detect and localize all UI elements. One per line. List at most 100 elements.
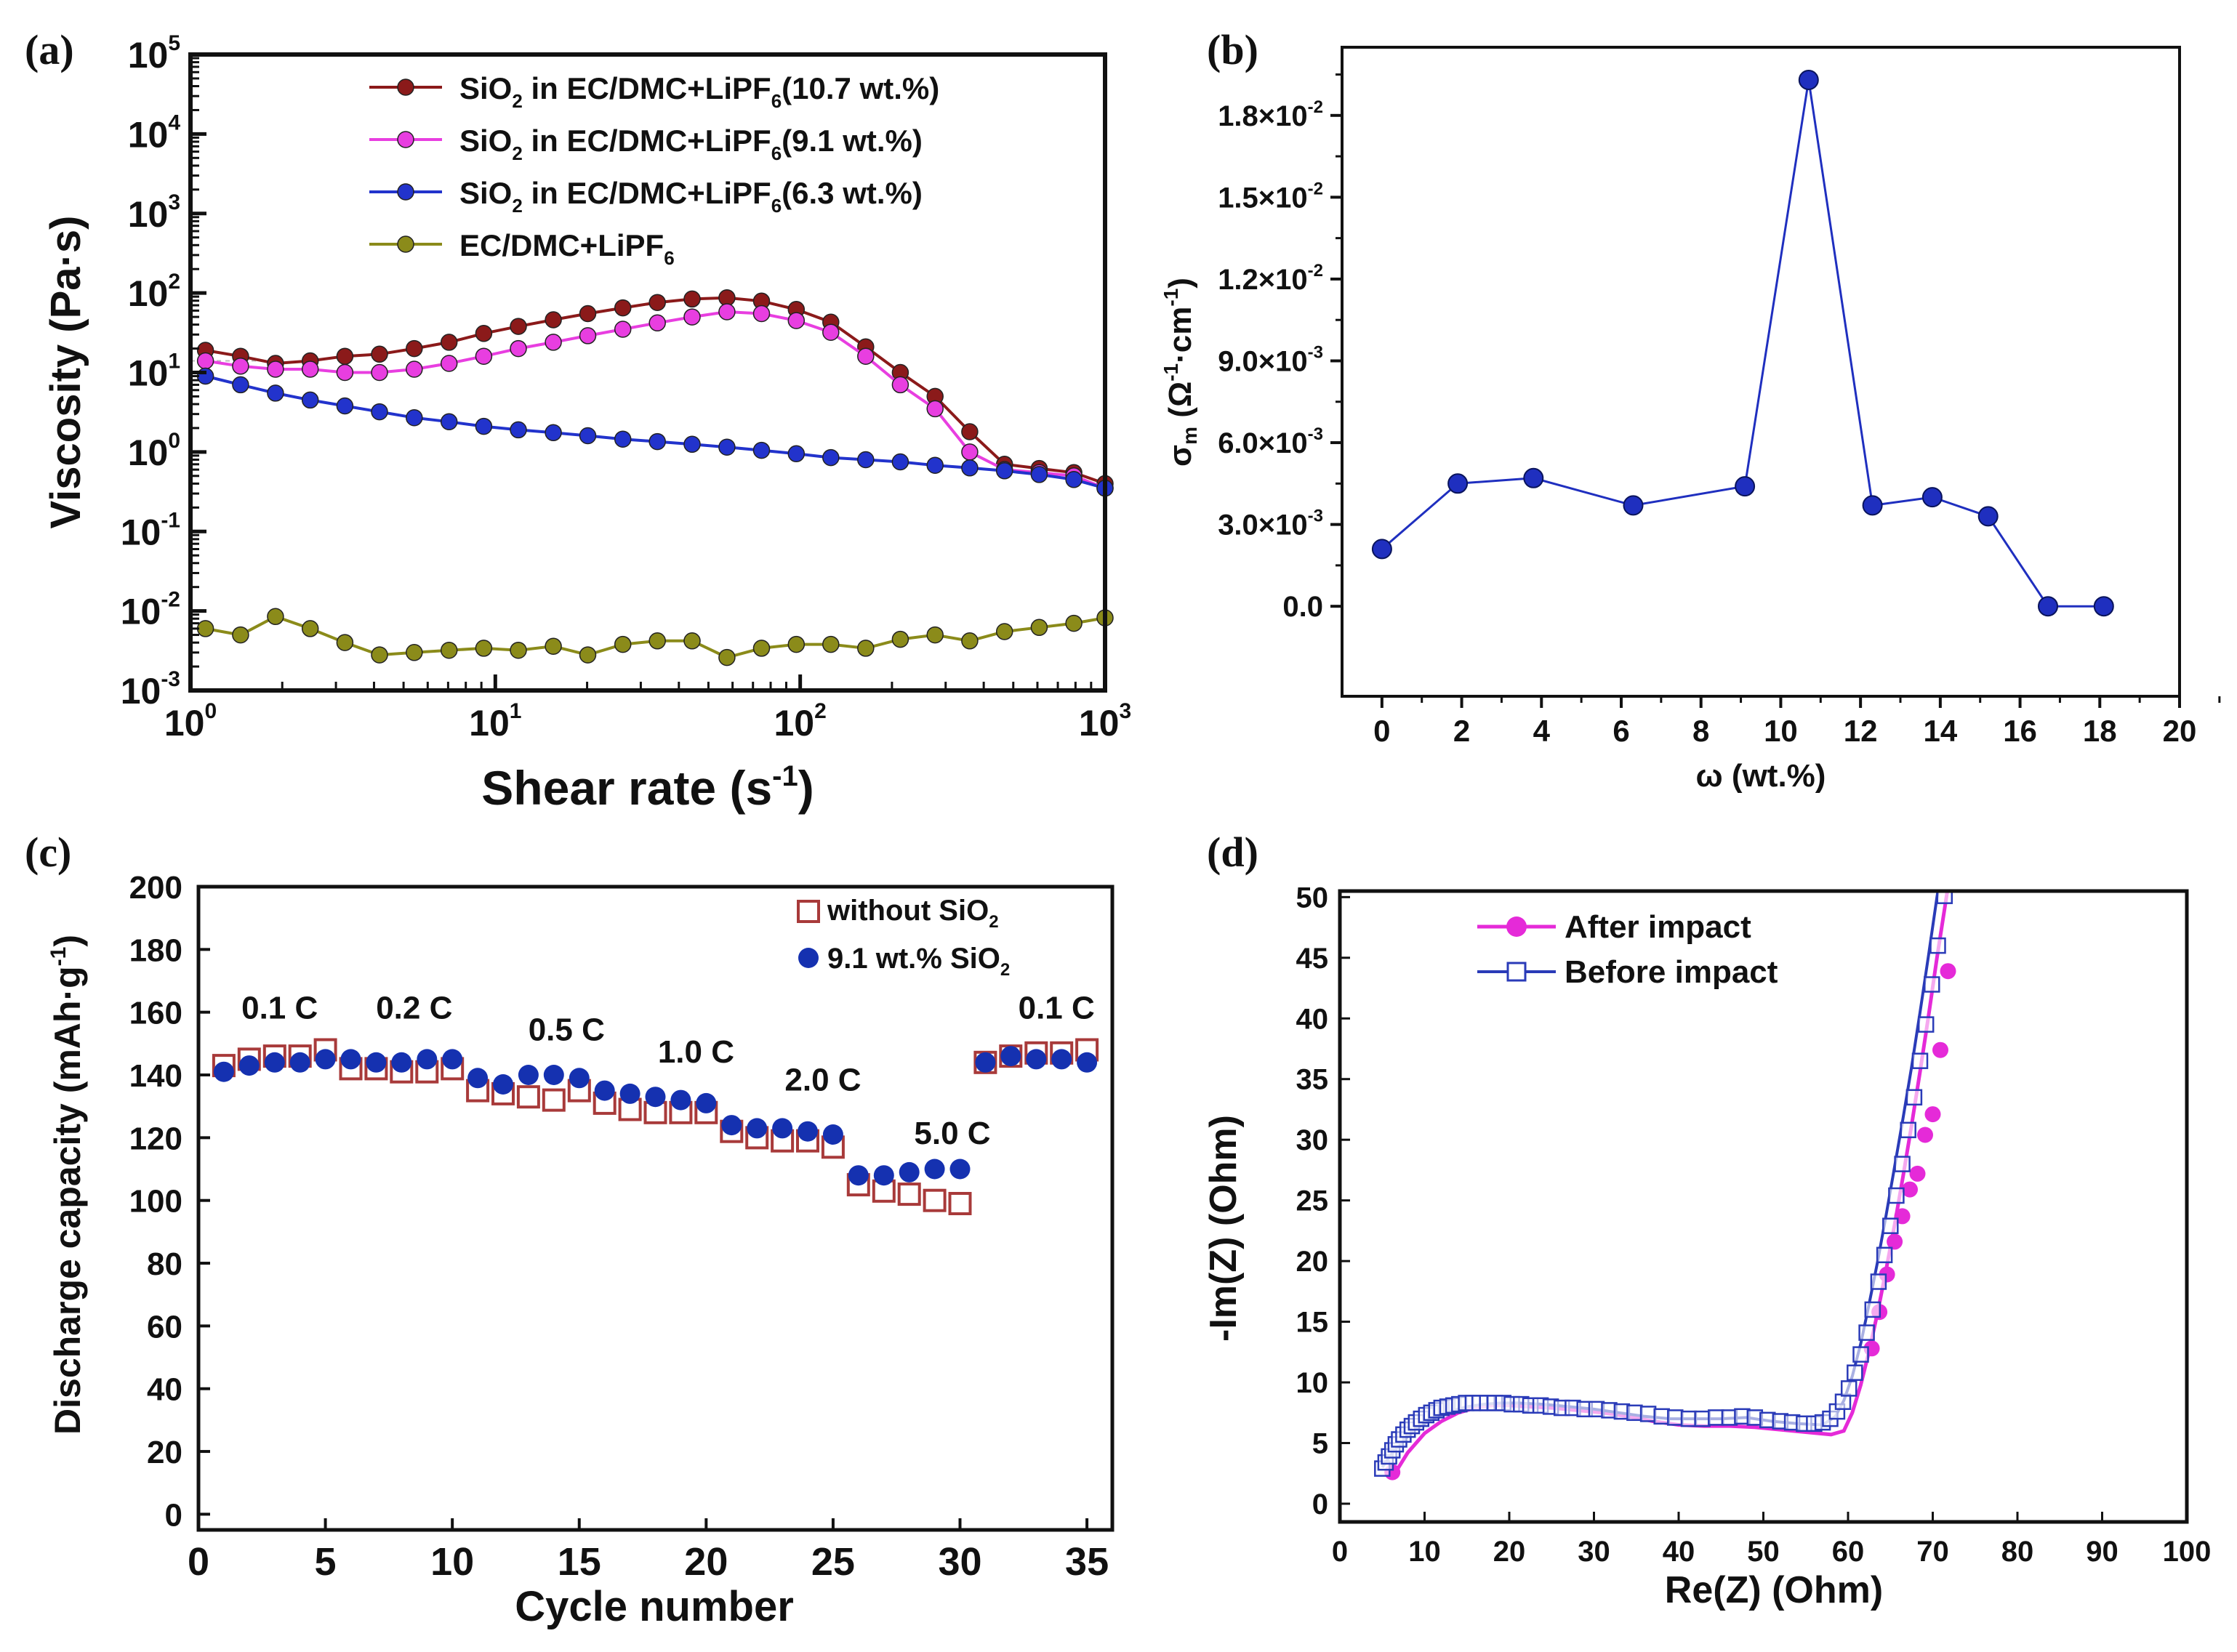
c-sio2-point [493, 1074, 513, 1095]
panel-b: (b) 0.0 3.0×10-3 6.0×10-3 9.0×10-3 1.2×10-2 1… [1160, 26, 2221, 794]
panel-label-d: (d) [1207, 829, 1258, 876]
a-series-4-point [545, 637, 562, 655]
d-after-impact-point [1932, 1041, 1948, 1058]
d-before-impact-point [1905, 1089, 1923, 1106]
d-before-impact-point [1858, 1324, 1875, 1341]
d-legend: After impact Before impact [1477, 909, 1778, 990]
b-series-point [1371, 539, 1392, 560]
a-series-4-point [857, 640, 875, 657]
a-series-1-point [510, 318, 527, 335]
a-series-4-point [371, 646, 388, 664]
c-annotations: 0.1 C 0.2 C 0.5 C 1.0 C 2.0 C 5.0 C 0.1 C [241, 990, 1095, 1151]
a-series-1-point [371, 345, 388, 363]
b-series-point [1623, 495, 1644, 516]
d-x-tick-label: 40 [1663, 1536, 1695, 1568]
c-y-tick-label: 160 [129, 996, 182, 1031]
c-x-tick-label: 10 [430, 1540, 474, 1584]
a-series-4-point [891, 630, 909, 648]
a-series-3-point [857, 451, 875, 469]
d-before-impact-point [1708, 1409, 1724, 1426]
a-y-axis-label: Viscosity (Pa·s) [42, 216, 89, 529]
a-series-2-point [891, 376, 909, 394]
c-legend-label-2: 9.1 wt.% SiO2 [827, 943, 1010, 980]
b-series-point [1447, 473, 1469, 494]
b-x-tick-label: 4 [1533, 714, 1551, 748]
a-series-4-point [822, 635, 840, 653]
d-y-tick-label: 40 [1296, 1003, 1329, 1035]
d-y-tick-label: 45 [1296, 943, 1329, 975]
a-series-4-point [232, 626, 249, 644]
a-series-3-point [510, 421, 527, 439]
a-legend-label-2: SiO2 in EC/DMC+LiPF6(9.1 wt.%) [459, 124, 923, 164]
c-sio2-point [670, 1089, 691, 1111]
a-series-4-point [787, 635, 806, 653]
c-sio2-point [1000, 1046, 1021, 1067]
a-series-2-point [440, 355, 458, 372]
a-y-tick-label: 103 [128, 190, 180, 235]
d-before-impact-point [1840, 1380, 1858, 1397]
a-legend-label-3: SiO2 in EC/DMC+LiPF6(6.3 wt.%) [459, 176, 923, 217]
a-y-tick-label: 10-3 [121, 667, 180, 712]
c-legend-label-1: without SiO2 [827, 895, 999, 932]
a-series-4-point [510, 641, 527, 659]
a-series-2-point [926, 400, 944, 418]
a-series-4-point [1030, 619, 1048, 637]
a-series-4-point [1065, 614, 1083, 632]
a-series-2-point [752, 305, 771, 323]
c-x-axis-label: Cycle number [515, 1583, 794, 1630]
d-y-tick-label: 10 [1296, 1367, 1329, 1399]
c-rate-annotation: 5.0 C [914, 1116, 990, 1151]
a-series-4-point [579, 646, 597, 664]
b-x-tick-label: 12 [1844, 714, 1878, 748]
d-after-impact-point [1902, 1181, 1918, 1198]
d-before-impact-point [1888, 1187, 1905, 1204]
d-y-axis-label: -Im(Z) (Ohm) [1202, 1115, 1245, 1342]
a-y-tick-label: 10-1 [121, 508, 180, 552]
c-sio2-point [569, 1068, 590, 1089]
c-sio2-point [772, 1118, 793, 1139]
b-x-tick-label: 16 [2003, 714, 2037, 748]
c-sio2-point [822, 1124, 843, 1145]
a-y-tick-label: 100 [128, 429, 180, 473]
d-legend-marker-1 [1506, 916, 1527, 937]
c-sio2-point [340, 1049, 361, 1070]
b-series-line [1381, 79, 2104, 608]
a-series-2-point [718, 303, 736, 321]
a-series-4-point [648, 632, 666, 650]
c-y-axis-label: Discharge capacity (mAh·g-1) [47, 935, 88, 1435]
b-series-point [1977, 506, 1999, 527]
a-series-4-point [336, 634, 354, 651]
a-series-3-point [267, 384, 284, 402]
b-y-tick-label: 9.0×10-3 [1218, 342, 1323, 377]
d-after-impact-point [1924, 1106, 1941, 1123]
a-series-2-point [267, 360, 284, 378]
a-series-3-point [371, 403, 388, 421]
b-x-tick-label: 14 [1923, 714, 1957, 748]
b-x-tick-label: 10 [1764, 714, 1798, 748]
d-y-tick-label: 0 [1312, 1488, 1328, 1520]
a-series-1-point [475, 325, 493, 342]
d-before-impact-point [1917, 1016, 1935, 1033]
c-sio2-point [467, 1068, 489, 1089]
c-sio2-point [543, 1065, 564, 1085]
c-x-tick-label: 5 [315, 1540, 337, 1584]
c-sio2-point [594, 1080, 615, 1101]
b-y-tick-label: 6.0×10-3 [1218, 424, 1323, 459]
d-y-tick-label: 15 [1296, 1307, 1329, 1339]
a-y-tick-label: 102 [128, 270, 180, 314]
d-y-tick-label: 5 [1312, 1428, 1328, 1460]
b-series-point [1862, 495, 1883, 516]
b-y-tick-label: 1.5×10-2 [1218, 179, 1323, 214]
c-y-tick-label: 60 [147, 1309, 182, 1345]
d-series-group [1374, 891, 1956, 1480]
d-x-tick-label: 100 [2163, 1536, 2212, 1568]
b-series-point [1523, 467, 1544, 488]
b-x-tick-label: 18 [2083, 714, 2117, 748]
a-series-2-point [683, 308, 701, 326]
d-before-impact-point [1936, 891, 1953, 904]
c-legend-marker-circle [798, 948, 819, 968]
d-after-impact-point [1917, 1127, 1933, 1143]
c-sio2-point [264, 1052, 285, 1073]
a-series-3-point [787, 445, 806, 463]
